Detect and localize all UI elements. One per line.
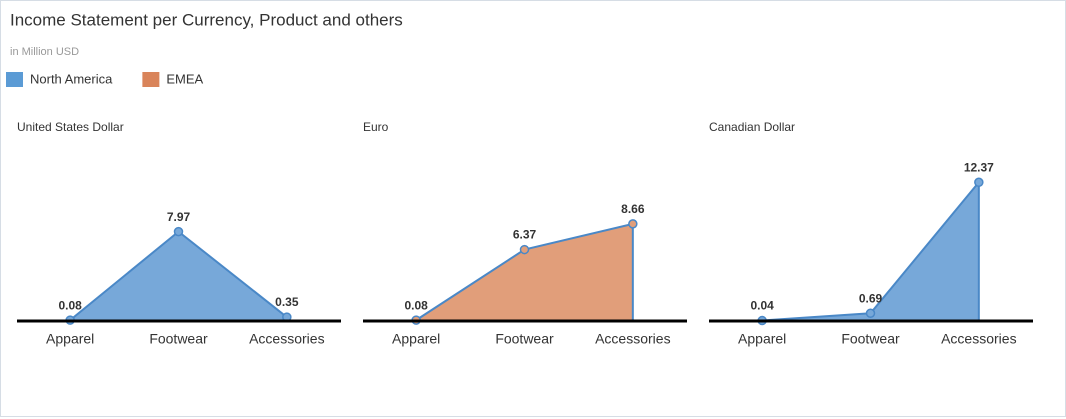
legend-swatch — [6, 72, 23, 87]
point — [519, 244, 530, 255]
data-label: 0.35 — [275, 295, 299, 309]
legend-label: North America — [30, 71, 113, 86]
x-tick-label: Footwear — [841, 331, 900, 347]
x-tick-label: Footwear — [495, 331, 554, 347]
panel-title: Euro — [363, 120, 389, 134]
data-label: 0.04 — [750, 299, 774, 313]
point — [974, 177, 984, 188]
x-tick-label: Accessories — [249, 331, 324, 347]
x-tick-label: Apparel — [46, 331, 94, 347]
x-tick-label: Apparel — [392, 331, 440, 347]
data-label: 0.69 — [859, 291, 883, 305]
legend-label: EMEA — [166, 71, 203, 86]
widget-title: Income Statement per Currency, Product a… — [10, 10, 403, 29]
point — [173, 226, 184, 237]
data-label: 12.37 — [964, 160, 994, 174]
data-label: 0.08 — [404, 298, 428, 312]
x-tick-label: Footwear — [149, 331, 208, 347]
point — [865, 308, 876, 319]
area — [69, 230, 288, 322]
x-tick-label: Accessories — [595, 331, 670, 347]
data-label: 6.37 — [513, 228, 537, 242]
point — [628, 219, 638, 229]
widget-subtitle: in Million USD — [10, 46, 79, 58]
panel-title: United States Dollar — [17, 120, 124, 134]
x-tick-label: Apparel — [738, 331, 786, 347]
x-tick-label: Accessories — [941, 331, 1016, 347]
panel-title: Canadian Dollar — [709, 120, 795, 134]
legend-swatch — [142, 72, 160, 87]
data-label: 0.08 — [58, 298, 82, 312]
data-label: 7.97 — [167, 210, 191, 224]
data-label: 8.66 — [621, 202, 645, 216]
